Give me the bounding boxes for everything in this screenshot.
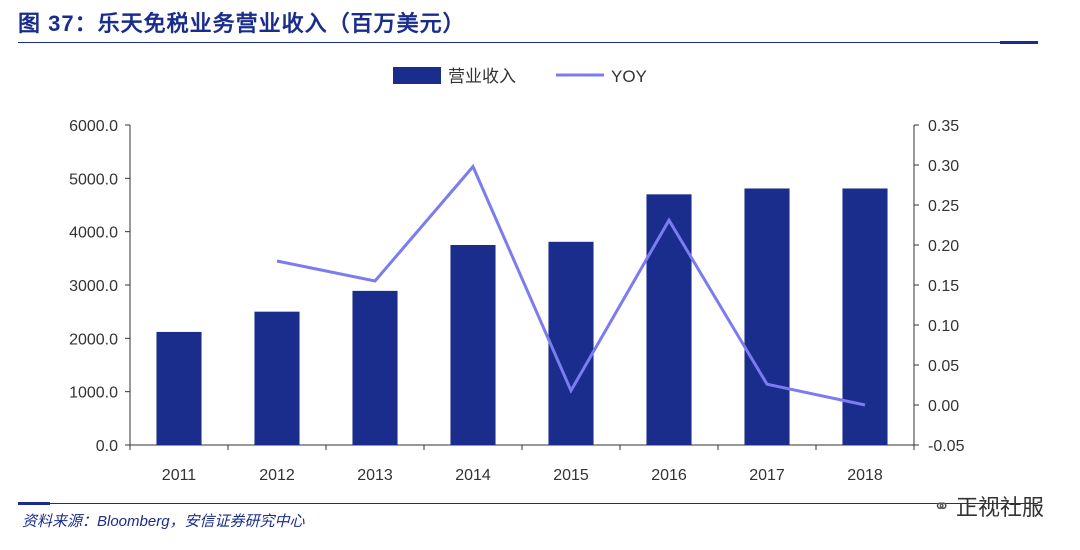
- y-left-tick-label: 3000.0: [69, 278, 118, 295]
- tick-labels: 0.0 1000.0 2000.0 3000.0 4000.0 5000.0 6000.0 -…: [69, 118, 965, 484]
- watermark-text: 正视社服: [955, 495, 1044, 520]
- y-right-tick-label: 0.05: [928, 358, 959, 375]
- x-tick-label: 2016: [651, 467, 687, 484]
- legend-label-bar: 营业收入: [448, 67, 516, 86]
- x-tick-label: 2017: [749, 467, 785, 484]
- x-tick-label: 2011: [162, 467, 197, 484]
- y-right-tick-label: 0.25: [928, 198, 959, 215]
- legend: 营业收入 YOY: [393, 67, 647, 86]
- bottom-divider-accent: [18, 502, 50, 505]
- axes: [125, 124, 919, 450]
- y-right-tick-label: 0.15: [928, 278, 959, 295]
- legend-swatch-bar: [393, 67, 441, 84]
- y-right-tick-label: 0.00: [928, 398, 959, 415]
- bar: [744, 188, 790, 445]
- legend-label-line: YOY: [611, 67, 647, 86]
- bar: [646, 194, 692, 445]
- bar: [450, 245, 496, 445]
- x-tick-label: 2012: [259, 467, 295, 484]
- chart-area: 营业收入 YOY 0.0 1000.0 2000.0 3000.0 4000.0 5000.…: [69, 67, 965, 484]
- bar: [156, 331, 202, 445]
- wechat-icon: ⚭: [933, 495, 950, 518]
- y-left-tick-label: 1000.0: [69, 385, 118, 402]
- y-right-tick-label: 0.20: [928, 238, 959, 255]
- x-tick-label: 2018: [847, 467, 883, 484]
- bar-series: [156, 188, 888, 445]
- y-right-tick-label: 0.10: [928, 318, 959, 335]
- bar: [254, 311, 300, 445]
- x-tick-label: 2013: [357, 467, 393, 484]
- bottom-divider: [18, 503, 1038, 504]
- y-right-tick-label: 0.35: [928, 118, 959, 135]
- y-left-tick-label: 5000.0: [69, 171, 118, 188]
- y-left-tick-label: 2000.0: [69, 331, 118, 348]
- bar: [548, 241, 594, 445]
- x-tick-label: 2015: [553, 467, 589, 484]
- bar: [352, 290, 398, 445]
- chart-title: 图 37：乐天免税业务营业收入（百万美元）: [18, 11, 466, 36]
- watermark: ⚭ 正视社服: [933, 490, 1044, 522]
- y-right-tick-label: 0.30: [928, 158, 959, 175]
- line-series: [276, 163, 866, 407]
- x-tick-label: 2014: [455, 467, 491, 484]
- source-note: 资料来源：Bloomberg，安信证券研究中心: [22, 513, 305, 530]
- y-left-tick-label: 4000.0: [69, 225, 118, 242]
- y-left-tick-label: 0.0: [96, 438, 118, 455]
- y-left-tick-label: 6000.0: [69, 118, 118, 135]
- top-divider-accent: [1000, 41, 1038, 44]
- top-divider: [18, 42, 1038, 43]
- y-right-tick-label: -0.05: [928, 438, 965, 455]
- bar: [842, 188, 888, 445]
